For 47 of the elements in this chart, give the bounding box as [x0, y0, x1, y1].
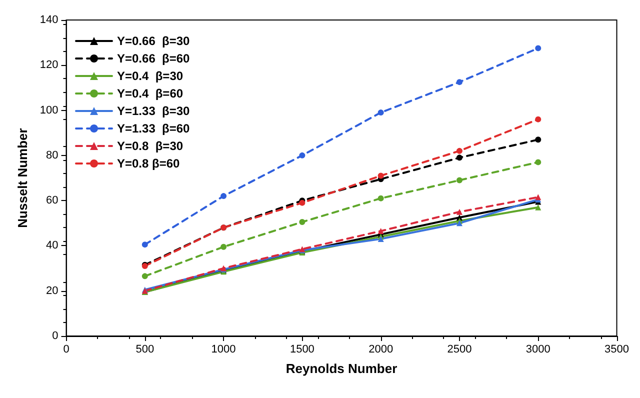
x-tick-label: 2500 — [447, 344, 472, 356]
point — [535, 116, 542, 122]
y-axis-title: Nusselt Number — [15, 128, 30, 228]
point — [299, 219, 306, 226]
point — [378, 228, 384, 234]
x-tick-label: 500 — [136, 344, 154, 356]
y-tick-label: 100 — [40, 104, 58, 116]
point — [456, 148, 462, 154]
x-tick-label: 3000 — [526, 344, 550, 356]
point — [456, 220, 462, 226]
point — [456, 208, 462, 215]
x-tick-label: 2000 — [368, 344, 394, 356]
point — [142, 242, 148, 248]
legend-label: Υ=0.8 β=30 — [117, 139, 184, 153]
y-tick-label: 140 — [40, 14, 58, 26]
point — [535, 204, 542, 210]
point — [142, 273, 148, 280]
y-tick-label: 40 — [46, 240, 58, 252]
x-tick-label: 1500 — [290, 344, 314, 356]
point — [535, 45, 542, 52]
point — [299, 152, 306, 158]
legend-label: Υ=0.8 β=60 — [117, 156, 180, 170]
legend-label: Υ=0.66 β=60 — [117, 52, 190, 66]
x-tick-label: 1000 — [211, 344, 236, 356]
y-tick-label: 0 — [52, 330, 58, 342]
legend-label: Υ=1.33 β=30 — [117, 104, 190, 118]
y-tick-label: 60 — [46, 194, 58, 207]
point — [378, 195, 384, 202]
point — [378, 172, 384, 179]
x-tick-label: 3500 — [604, 344, 630, 356]
x-axis-title: Reynolds Number — [286, 361, 398, 376]
point — [456, 79, 462, 86]
y-tick-label: 20 — [46, 284, 58, 297]
legend-label: Υ=0.4 β=60 — [117, 86, 184, 100]
point — [535, 159, 542, 166]
legend-label: Υ=1.33 β=60 — [117, 122, 190, 136]
point — [378, 110, 384, 116]
point — [456, 177, 462, 184]
y-tick-label: 120 — [40, 59, 58, 72]
point — [535, 136, 542, 143]
legend-label: Υ=0.66 β=30 — [117, 34, 190, 48]
x-tick-label: 0 — [63, 344, 70, 356]
point — [220, 244, 227, 250]
legend-label: Υ=0.4 β=30 — [117, 69, 184, 83]
y-tick-label: 80 — [46, 149, 58, 162]
point — [220, 193, 227, 200]
point — [456, 154, 462, 161]
